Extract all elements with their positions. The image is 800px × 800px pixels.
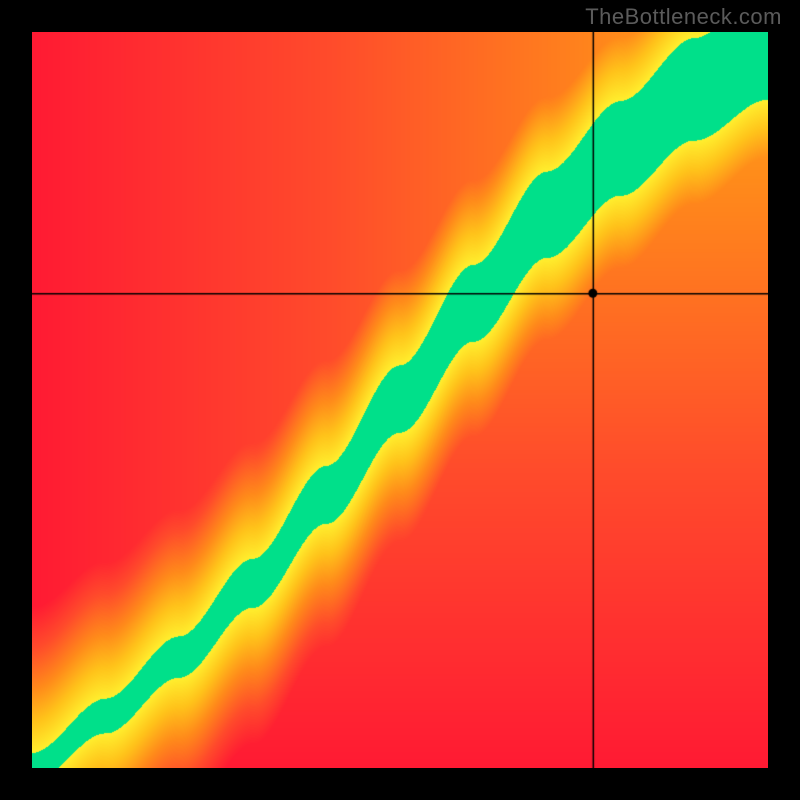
watermark-text: TheBottleneck.com [585, 4, 782, 30]
heatmap-canvas [32, 32, 768, 768]
plot-frame [32, 32, 768, 768]
chart-container: TheBottleneck.com [0, 0, 800, 800]
